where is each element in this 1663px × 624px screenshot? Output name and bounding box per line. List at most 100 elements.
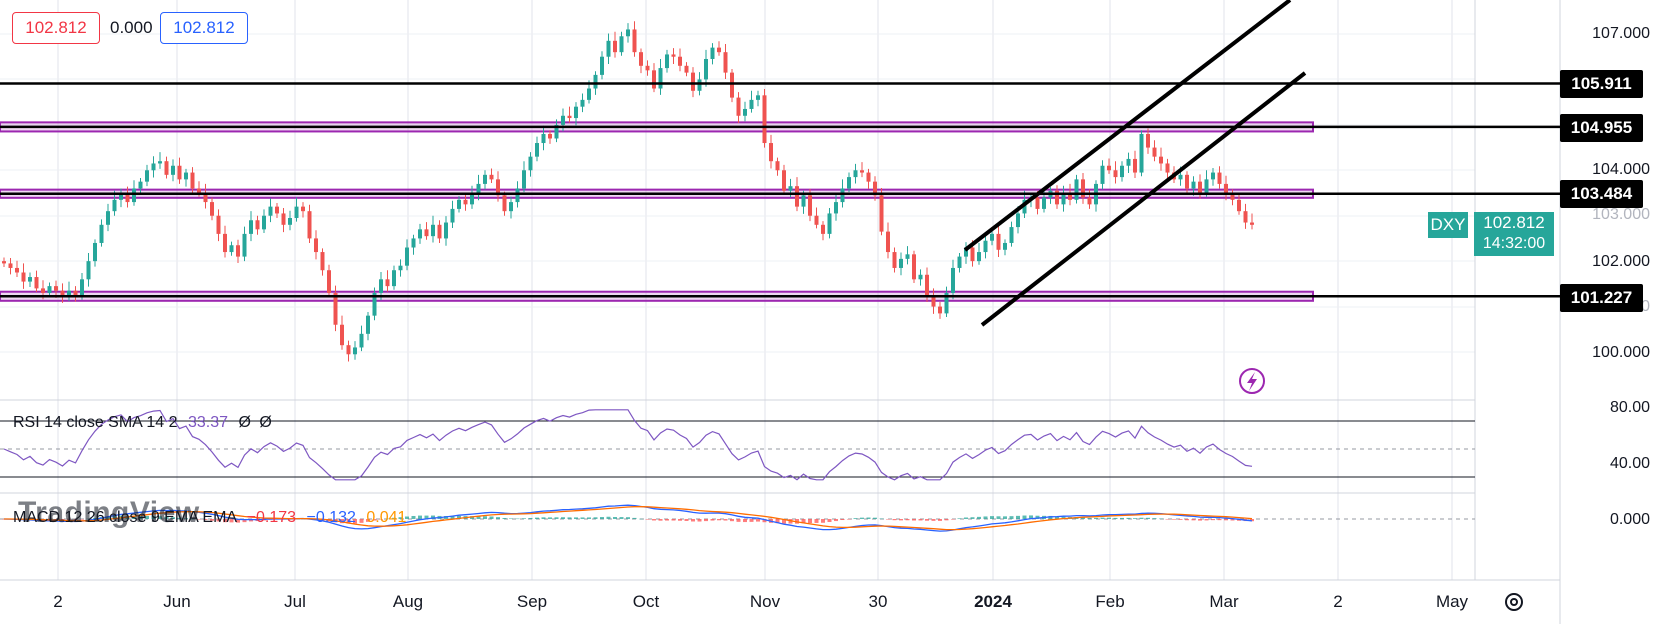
candle-body — [600, 56, 604, 75]
macd-histogram-bar — [1191, 519, 1196, 521]
macd-histogram-bar — [203, 519, 208, 521]
candle-body — [346, 345, 351, 355]
candle-body — [444, 222, 448, 239]
macd-histogram-bar — [372, 519, 377, 521]
macd-histogram-bar — [1094, 517, 1098, 519]
candle-body — [340, 324, 344, 346]
candle-body — [385, 279, 390, 287]
macd-histogram-bar — [1178, 519, 1183, 520]
open-value: 102.812 — [25, 18, 87, 37]
macd-histogram-bar — [782, 519, 786, 524]
candle-body — [1061, 193, 1066, 205]
price-tick: 104.000 — [1592, 161, 1650, 178]
macd-histogram-bar — [808, 519, 812, 524]
symbol-ticker: DXY — [1428, 212, 1468, 238]
macd-histogram-bar — [1035, 515, 1040, 519]
macd-histogram-bar — [873, 517, 877, 519]
candle-body — [1126, 158, 1131, 166]
horizontal-levels[interactable] — [0, 82, 1560, 298]
candle-body — [164, 161, 169, 175]
candle-body — [1087, 197, 1092, 205]
macd-histogram-bar — [236, 519, 240, 523]
candle-body — [151, 163, 156, 171]
time-tick: Oct — [632, 592, 660, 611]
candle-body — [1224, 183, 1228, 193]
macd-histogram-bar — [1055, 516, 1059, 519]
candle-body — [801, 195, 806, 207]
candle-body — [1152, 147, 1157, 157]
candle-body — [626, 29, 630, 37]
macd-histogram-bar — [1022, 515, 1027, 519]
macd-histogram-bar — [710, 519, 715, 521]
candle-body — [749, 99, 754, 109]
candle-body — [483, 174, 487, 184]
macd-histogram-bar — [405, 516, 409, 519]
candle-body — [619, 36, 624, 53]
macd-histogram-bar — [190, 518, 195, 520]
trend-channel[interactable] — [963, 0, 1307, 327]
lightning-icon[interactable] — [1239, 368, 1265, 394]
macd-histogram-bar — [580, 517, 585, 519]
macd-histogram-bar — [184, 518, 188, 519]
candle-body — [795, 186, 799, 207]
candle-body — [1003, 242, 1007, 250]
macd-histogram-bar — [1146, 517, 1150, 519]
macd-histogram-bar — [658, 519, 663, 521]
macd-histogram-bar — [879, 518, 884, 520]
macd-histogram-bar — [60, 519, 65, 520]
candle-body — [93, 242, 97, 262]
candle-body — [567, 115, 572, 119]
macd-histogram-bar — [626, 517, 630, 519]
macd-histogram-bar — [229, 519, 234, 523]
candle-body — [912, 254, 916, 280]
candle-body — [892, 252, 897, 268]
candle-body — [938, 306, 942, 314]
candle-body — [886, 231, 890, 253]
candle-body — [509, 202, 513, 212]
candle-body — [1139, 133, 1144, 173]
candle-body — [301, 206, 305, 212]
candle-body — [522, 170, 526, 189]
macd-histogram-bar — [470, 516, 474, 519]
rsi-legend-title: RSI 14 close SMA 14 2 — [13, 414, 178, 431]
macd-histogram-bar — [892, 519, 897, 521]
macd-histogram-bar — [535, 517, 539, 519]
candle-body — [15, 267, 19, 273]
macd-histogram-bar — [431, 515, 435, 519]
candle-body — [535, 143, 539, 157]
time-tick: May — [1435, 592, 1469, 611]
candle-body — [788, 186, 793, 191]
candle-body — [840, 188, 845, 203]
candle-body — [593, 74, 598, 89]
macd-histogram-bar — [1198, 519, 1202, 521]
macd-histogram-bar — [1048, 515, 1053, 519]
candle-body — [853, 170, 858, 178]
macd-histogram-bar — [834, 519, 838, 522]
macd-histogram-bar — [411, 515, 416, 519]
candle-body — [515, 188, 520, 203]
candle-body — [905, 254, 910, 259]
macd-histogram-bar — [886, 519, 890, 520]
macd-histogram-bar — [145, 515, 149, 519]
macd-histogram-bar — [249, 519, 253, 522]
candle-body — [860, 170, 864, 173]
candle-body — [372, 292, 377, 316]
time-tick: Aug — [392, 592, 424, 611]
candle-body — [684, 65, 689, 73]
macd-histogram-bar — [483, 516, 487, 519]
candle-body — [54, 286, 58, 291]
macd-histogram-bar — [1003, 516, 1007, 519]
macd-histogram-bar — [418, 515, 422, 519]
candle-body — [470, 193, 474, 205]
settings-icon[interactable] — [1505, 593, 1523, 611]
macd-histogram-bar — [1029, 515, 1033, 519]
candle-body — [242, 233, 247, 257]
candle-body — [80, 279, 84, 296]
macd-histogram-bar — [242, 519, 247, 523]
candle-body — [1146, 133, 1150, 148]
candle-body — [236, 245, 240, 257]
macd-histogram-bar — [1211, 519, 1215, 521]
macd-histogram-bar — [541, 517, 546, 519]
macd-line-value: −0.132 — [306, 509, 356, 526]
